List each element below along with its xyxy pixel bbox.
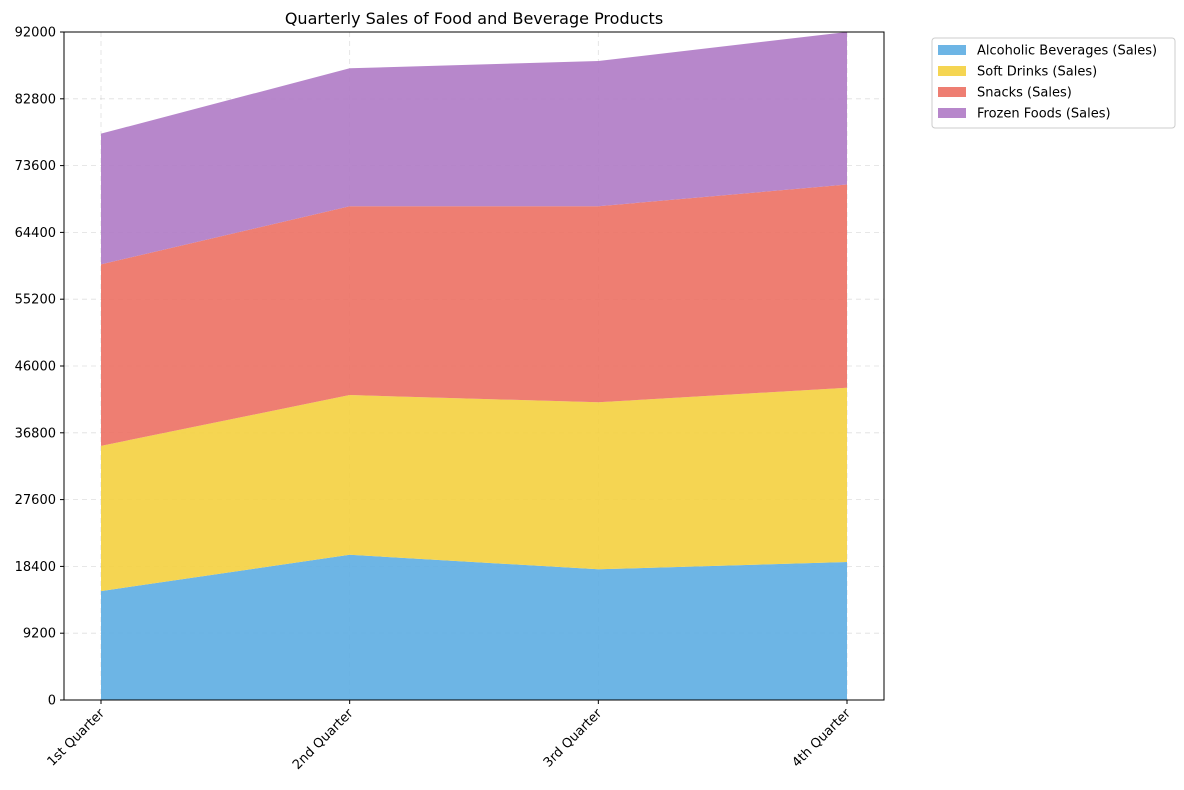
legend-label-2: Snacks (Sales) [977, 86, 1072, 101]
x-tick-label: 2nd Quarter [290, 706, 357, 773]
x-tick-label: 1st Quarter [45, 706, 109, 770]
area-series-1 [101, 387, 847, 592]
area-series-3 [101, 32, 847, 265]
legend-label-0: Alcoholic Beverages (Sales) [977, 44, 1157, 59]
y-tick-label: 64400 [15, 226, 56, 241]
x-axis: 1st Quarter 2nd Quarter 3rd Quarter 4th Qua… [45, 700, 855, 773]
area-series-0 [101, 554, 847, 700]
y-tick-label: 9200 [23, 627, 56, 642]
legend-swatch-1 [938, 66, 966, 76]
chart-title: Quarterly Sales of Food and Beverage Pro… [285, 9, 663, 28]
y-axis: 0 9200 18400 27600 36800 46000 55200 64400 73600… [15, 26, 64, 709]
legend-box [931, 37, 1176, 129]
legend-swatch-2 [938, 87, 966, 97]
legend: Alcoholic Beverages (Sales) Soft Drinks (… [931, 37, 1176, 129]
y-tick-label: 92000 [15, 26, 56, 41]
area-series-2 [101, 184, 847, 446]
y-tick-label: 82800 [15, 92, 56, 107]
y-tick-label: 46000 [15, 360, 56, 375]
area-series-group [101, 32, 847, 700]
y-tick-label: 0 [48, 694, 56, 709]
legend-swatch-0 [938, 45, 966, 55]
y-tick-label: 73600 [15, 159, 56, 174]
y-tick-label: 27600 [15, 493, 56, 508]
y-tick-label: 55200 [15, 293, 56, 308]
y-tick-label: 36800 [15, 426, 56, 441]
legend-label-3: Frozen Foods (Sales) [977, 107, 1111, 122]
x-tick-label: 4th Quarter [790, 706, 855, 771]
x-tick-label: 3rd Quarter [541, 706, 606, 771]
legend-label-1: Soft Drinks (Sales) [977, 65, 1097, 80]
y-tick-label: 18400 [15, 560, 56, 575]
legend-swatch-3 [938, 108, 966, 118]
